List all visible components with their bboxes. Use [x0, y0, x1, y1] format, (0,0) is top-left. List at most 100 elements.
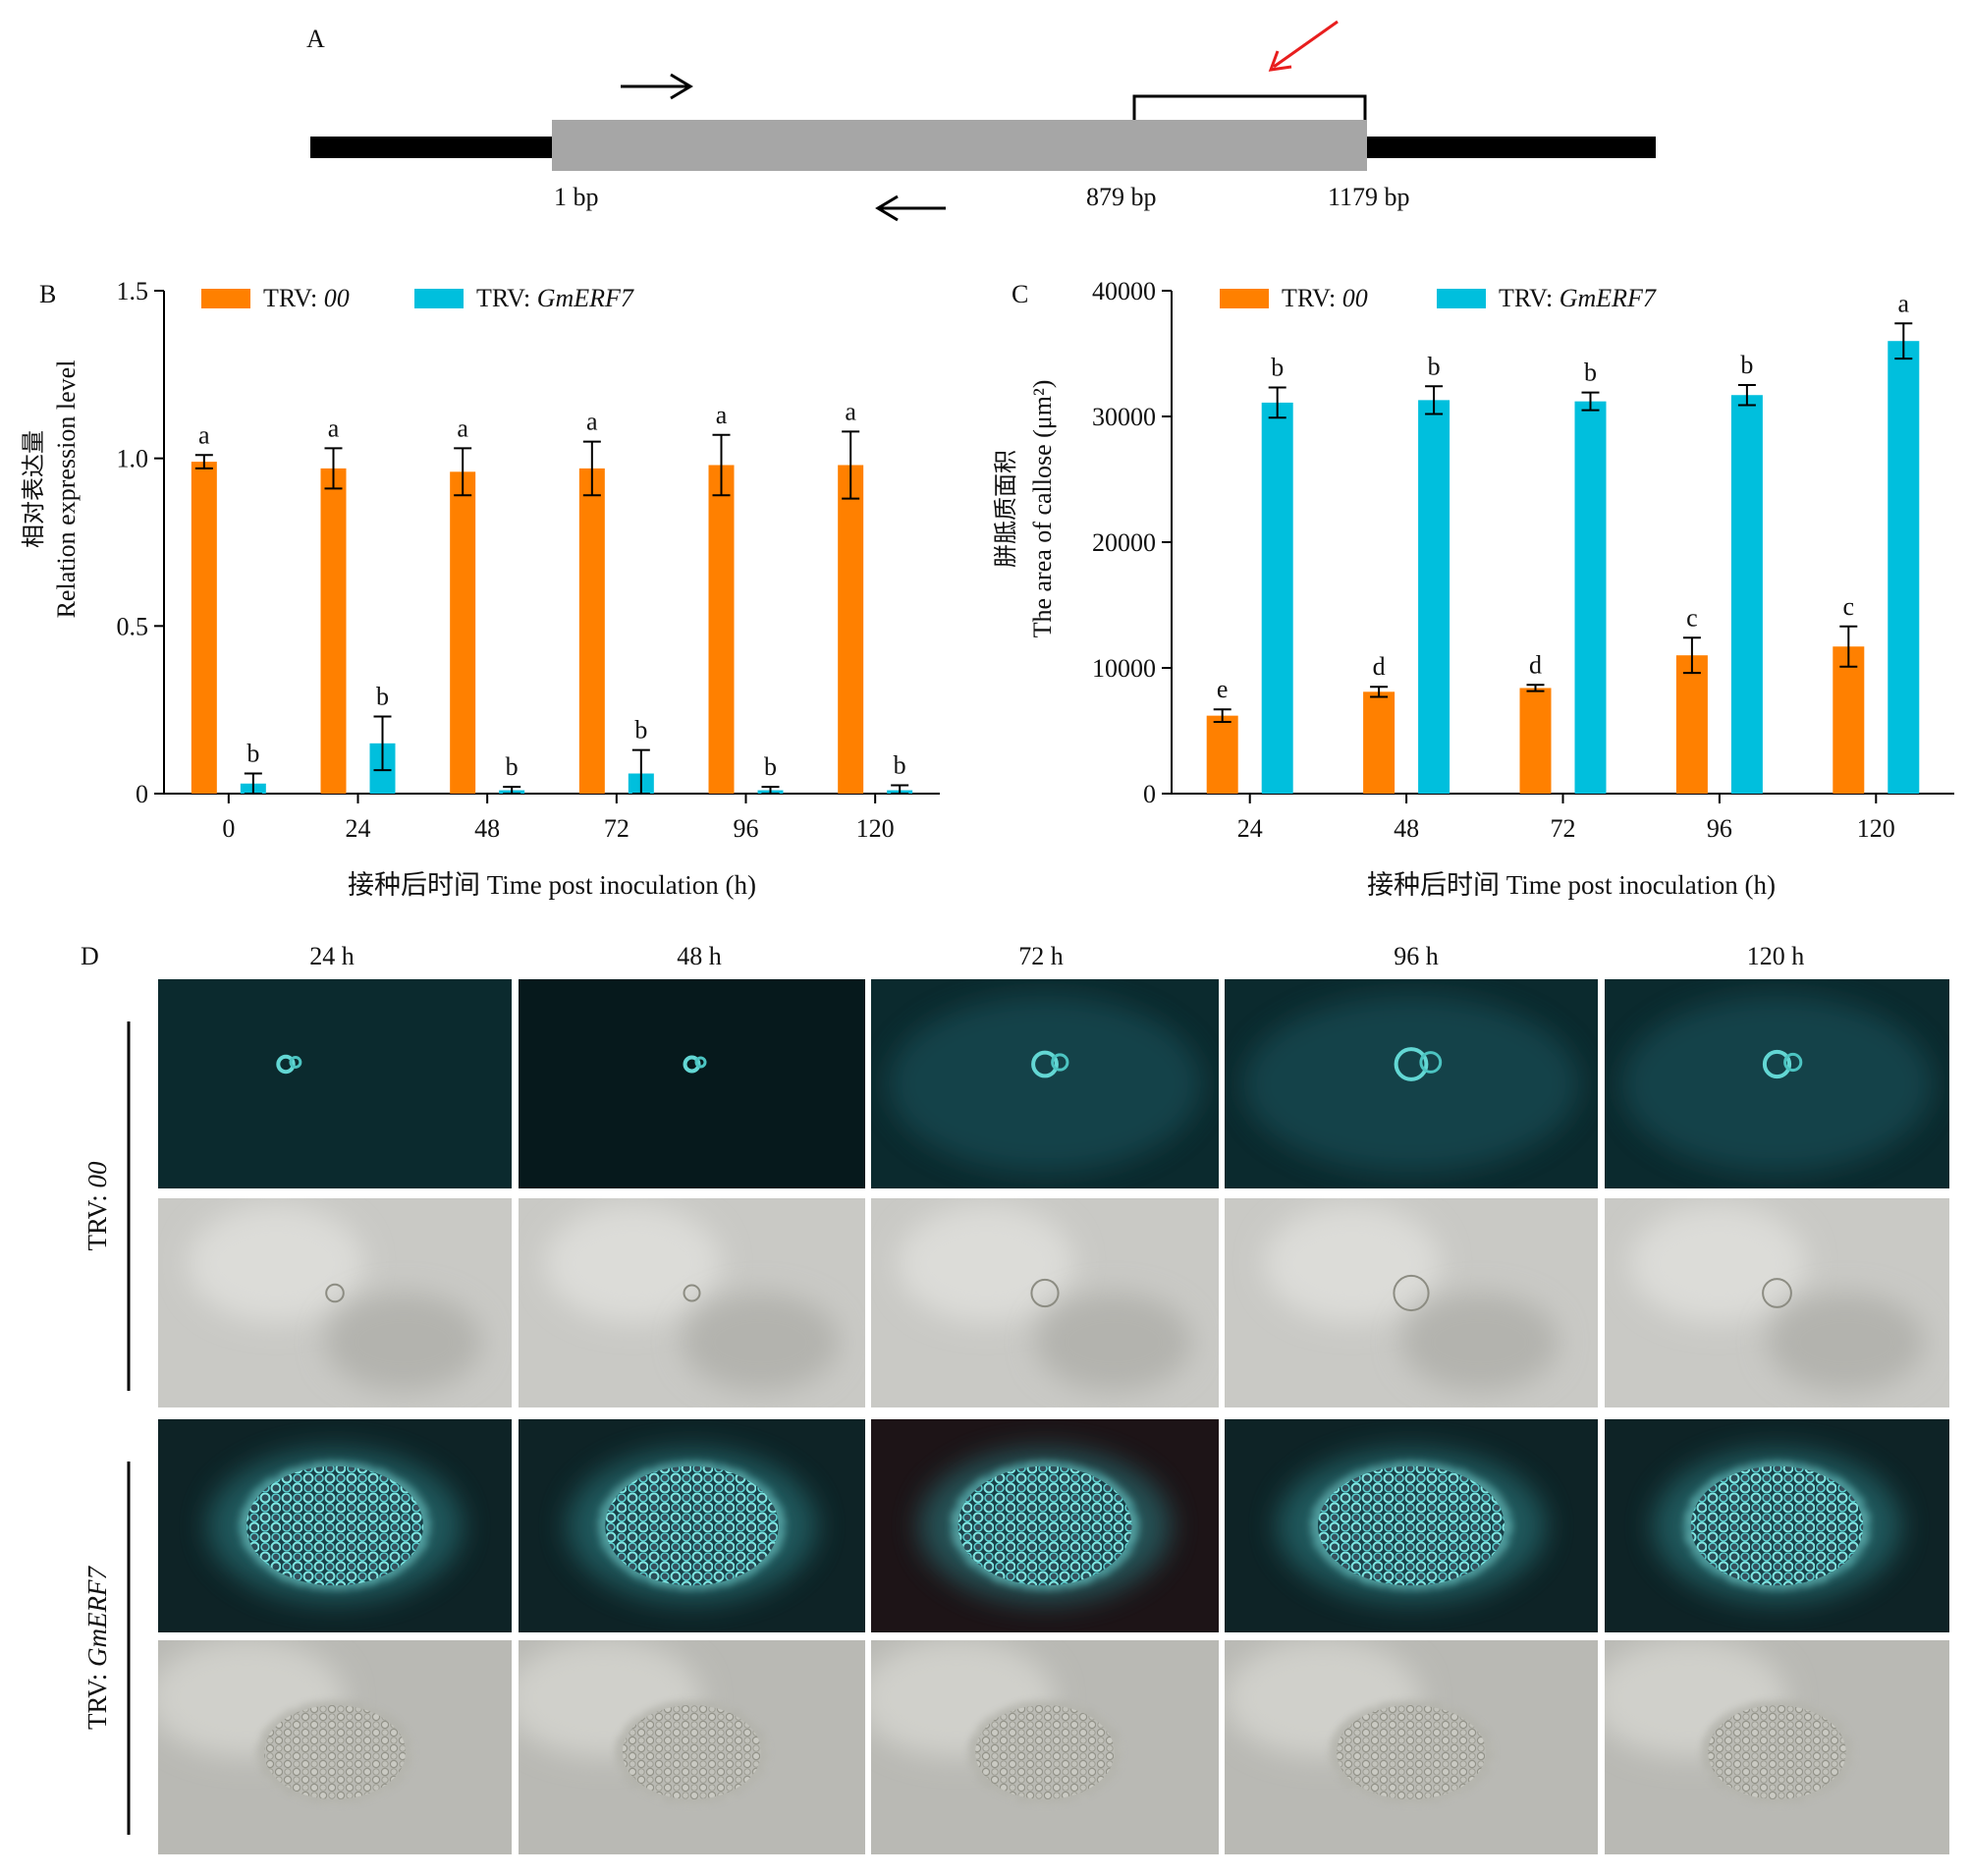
- cell-cluster: [264, 1705, 406, 1799]
- x-tick-label: 96: [1707, 814, 1732, 843]
- cell-cluster: [1708, 1705, 1846, 1799]
- significance-letter: b: [764, 752, 777, 781]
- significance-letter: d: [1529, 650, 1542, 679]
- significance-letter: b: [1584, 359, 1597, 387]
- bar: [320, 468, 347, 794]
- micrograph-tile: [1225, 979, 1598, 1188]
- y-tick-label: 1.5: [117, 277, 149, 305]
- x-tick-label: 72: [604, 814, 629, 843]
- panel-d-label: D: [81, 942, 99, 970]
- tile-background: [519, 979, 865, 1188]
- bar: [1418, 400, 1450, 794]
- cell-cluster: [1337, 1705, 1486, 1799]
- tile-glow: [1243, 996, 1579, 1172]
- significance-letter: a: [457, 414, 468, 442]
- significance-letter: c: [1843, 592, 1855, 621]
- tile-blur-spot: [1264, 1204, 1441, 1323]
- callose-spot: [289, 1056, 302, 1069]
- y-tick-label: 0: [136, 780, 148, 808]
- panel-c: C 0 10000 20000 30000 40000 24 e b 48 d b 72 d b 96 c b 1…: [992, 277, 1954, 900]
- micrograph-tile: [158, 979, 512, 1188]
- bar: [838, 465, 864, 794]
- y-tick-label: 20000: [1092, 528, 1156, 557]
- tile-blur-spot: [1035, 1293, 1192, 1392]
- x-tick-label: 48: [1394, 814, 1419, 843]
- tile-content: [871, 1198, 1219, 1407]
- column-label-96h: 96 h: [1394, 942, 1439, 970]
- x-tick-label: 120: [1857, 814, 1895, 843]
- y-tick-label: 0.5: [117, 612, 149, 640]
- significance-letter: b: [1271, 354, 1284, 382]
- tile-content: [1225, 979, 1598, 1188]
- tile-content: [158, 1419, 512, 1632]
- panel-a-label: A: [306, 25, 325, 53]
- cell-cluster: [975, 1705, 1115, 1799]
- x-tick-label: 72: [1551, 814, 1576, 843]
- bar: [450, 471, 476, 794]
- bar: [1363, 691, 1395, 794]
- micrograph-tile: [871, 1419, 1219, 1632]
- bar: [1519, 688, 1552, 794]
- micrograph-tile: [1225, 1419, 1598, 1632]
- x-tick-label: 120: [856, 814, 895, 843]
- tile-blur-spot: [544, 1204, 722, 1323]
- bar: [1675, 655, 1708, 794]
- tile-background: [158, 979, 512, 1188]
- micrograph-tile: [1225, 1640, 1598, 1854]
- panel-d: D 24 h 48 h 72 h 96 h 120 h TRV: 00 TRV:…: [81, 942, 1949, 1854]
- legend-swatch-gmerf7: [1437, 289, 1486, 308]
- tile-blur-spot: [1401, 1293, 1559, 1392]
- significance-letter: b: [894, 750, 906, 779]
- callose-cluster: [246, 1465, 423, 1586]
- reverse-primer-arrow-icon: [875, 194, 946, 222]
- bar: [1888, 341, 1920, 794]
- micrograph-tile: [158, 1640, 512, 1854]
- cell-outline: [1393, 1274, 1430, 1312]
- significance-letter: b: [634, 716, 647, 745]
- callose-spot: [683, 1055, 701, 1074]
- bar: [1833, 646, 1865, 794]
- micrograph-grid: [158, 979, 1949, 1854]
- micrograph-tile: [1605, 1419, 1949, 1632]
- cell-outline: [325, 1283, 345, 1303]
- callose-spot: [1783, 1052, 1803, 1073]
- micrograph-tile: [519, 1640, 865, 1854]
- tile-content: [1605, 1198, 1949, 1407]
- micrograph-tile: [871, 1640, 1219, 1854]
- tile-content: [1225, 1640, 1598, 1854]
- significance-letter: b: [506, 752, 519, 781]
- target-fragment-bracket: [1132, 94, 1367, 120]
- chart-b-legend: TRV: 00 TRV: GmERF7: [201, 284, 634, 312]
- tile-content: [871, 1640, 1219, 1854]
- significance-letter: a: [328, 414, 340, 442]
- position-1bp: 1 bp: [554, 183, 599, 211]
- callose-spot: [694, 1056, 707, 1069]
- micrograph-tile: [1605, 1640, 1949, 1854]
- tile-content: [519, 1198, 865, 1407]
- tile-glow: [1621, 996, 1933, 1172]
- significance-letter: b: [1740, 351, 1753, 379]
- tile-content: [1605, 1419, 1949, 1632]
- y-tick-label: 30000: [1092, 403, 1156, 431]
- micrograph-tile: [1225, 1198, 1598, 1407]
- tile-content: [1225, 1198, 1598, 1407]
- tile-blur-spot: [188, 1204, 364, 1323]
- significance-letter: c: [1686, 603, 1698, 632]
- position-879bp: 879 bp: [1086, 183, 1157, 211]
- tile-content: [519, 1419, 865, 1632]
- x-tick-label: 24: [1237, 814, 1263, 843]
- x-tick-label: 24: [346, 814, 371, 843]
- legend-label-gmerf7: TRV: GmERF7: [1499, 284, 1657, 312]
- significance-letter: a: [1898, 289, 1910, 317]
- bar: [578, 468, 605, 794]
- panel-a: A 1 bp 879 bp 1179 bp: [306, 20, 1656, 222]
- column-label-120h: 120 h: [1747, 942, 1805, 970]
- legend-swatch-trv00: [201, 289, 250, 308]
- highlight-arrow-icon: [1268, 20, 1339, 72]
- panel-b: B 0 0.5 1.0 1.5 0 a b 24 a b 48 a b 72 a b 96 a b 120 a b TRV…: [20, 277, 940, 900]
- micrograph-tile: [519, 979, 865, 1188]
- x-tick-label: 96: [734, 814, 759, 843]
- significance-letter: a: [716, 401, 728, 429]
- bar: [1730, 395, 1763, 794]
